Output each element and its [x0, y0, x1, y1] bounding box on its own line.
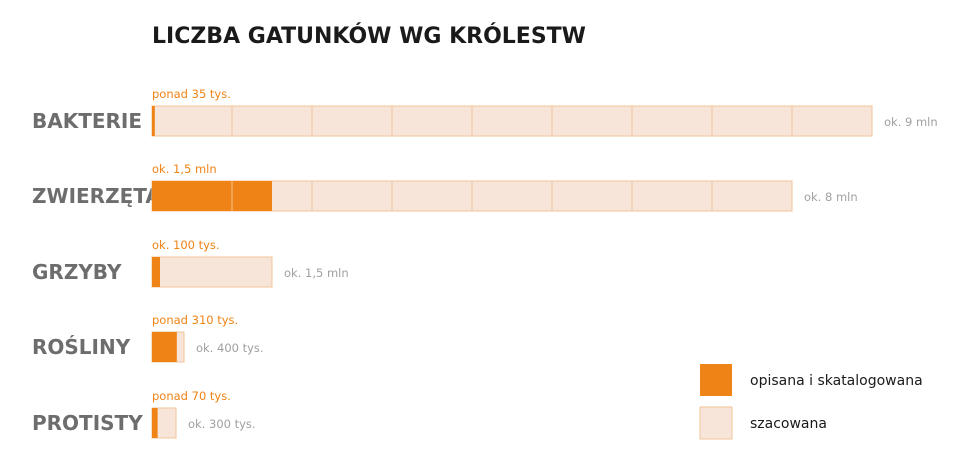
legend-label-estimated: szacowana: [750, 416, 827, 432]
legend-label-described: opisana i skatalogowana: [750, 373, 923, 389]
described-bar-rośliny: [152, 332, 177, 362]
described-bar-protisty: [152, 408, 158, 438]
bars-group: BAKTERIE ponad 35 tys. ok. 9 mln ZWIERZĘTA o…: [32, 87, 938, 439]
described-bar-bakterie: [152, 106, 155, 136]
category-label-rośliny: ROŚLINY: [32, 335, 131, 359]
category-label-bakterie: BAKTERIE: [32, 109, 142, 133]
described-label-bakterie: ponad 35 tys.: [152, 87, 231, 101]
described-label-protisty: ponad 70 tys.: [152, 389, 231, 403]
estimated-bar-grzyby: [151, 256, 273, 288]
legend-swatch-described: [700, 364, 732, 396]
legend-swatch-estimated: [699, 406, 733, 440]
estimated-bar-bakterie: [151, 105, 873, 137]
estimated-label-grzyby: ok. 1,5 mln: [284, 266, 349, 280]
described-label-rośliny: ponad 310 tys.: [152, 313, 238, 327]
estimated-label-zwierzęta: ok. 8 mln: [804, 190, 858, 204]
category-label-zwierzęta: ZWIERZĘTA: [32, 184, 161, 208]
described-bar-zwierzęta: [152, 181, 272, 211]
described-label-grzyby: ok. 100 tys.: [152, 238, 220, 252]
legend: opisana i skatalogowana szacowana: [699, 364, 923, 440]
estimated-label-rośliny: ok. 400 tys.: [196, 341, 264, 355]
described-label-zwierzęta: ok. 1,5 mln: [152, 162, 217, 176]
category-label-protisty: PROTISTY: [32, 411, 143, 435]
chart-title: LICZBA GATUNKÓW WG KRÓLESTW: [152, 23, 586, 49]
estimated-label-bakterie: ok. 9 mln: [884, 115, 938, 129]
estimated-label-protisty: ok. 300 tys.: [188, 417, 256, 431]
category-label-grzyby: GRZYBY: [32, 260, 122, 284]
described-bar-grzyby: [152, 257, 160, 287]
